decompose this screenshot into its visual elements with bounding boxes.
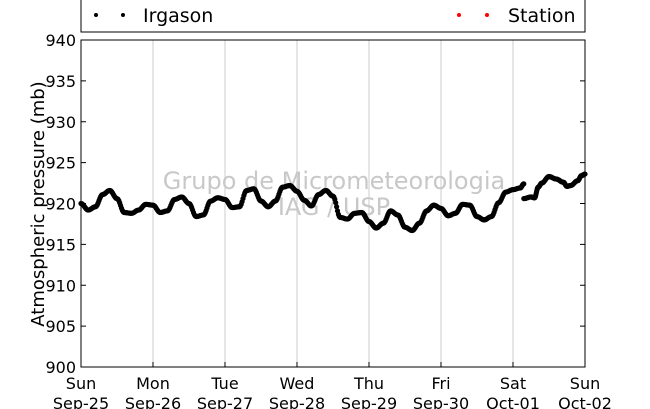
x-tick-day-label: Sun (66, 374, 96, 393)
y-tick-label: 930 (45, 113, 76, 132)
data-point (521, 181, 527, 187)
x-tick-day-label: Thu (353, 374, 384, 393)
y-tick-label: 900 (45, 358, 76, 377)
x-tick-date-label: Sep-26 (125, 394, 181, 409)
legend-station-marker (457, 13, 461, 17)
y-tick-label: 920 (45, 195, 76, 214)
watermark: Grupo de Micrometeorologia IAG / USP (163, 167, 505, 221)
x-tick-day-label: Wed (280, 374, 315, 393)
x-axis: SunSep-25MonSep-26TueSep-27WedSep-28ThuS… (53, 362, 612, 409)
x-tick-date-label: Oct-01 (486, 394, 540, 409)
legend: Irgason Station (80, 0, 586, 33)
x-tick-day-label: Tue (210, 374, 238, 393)
legend-station-marker (485, 13, 489, 17)
x-tick-date-label: Sep-25 (53, 394, 109, 409)
x-tick-day-label: Sat (500, 374, 526, 393)
y-axis-title: Atmospheric pressure (mb) (28, 81, 49, 326)
x-tick-date-label: Sep-30 (413, 394, 469, 409)
x-tick-day-label: Mon (136, 374, 170, 393)
x-tick-date-label: Sep-28 (269, 394, 325, 409)
watermark-line-1: Grupo de Micrometeorologia (163, 167, 505, 195)
legend-irgason-label: Irgason (143, 5, 213, 27)
x-tick-date-label: Sep-29 (341, 394, 397, 409)
y-tick-label: 935 (45, 72, 76, 91)
y-tick-label: 925 (45, 154, 76, 173)
y-tick-label: 940 (45, 31, 76, 50)
x-tick-day-label: Fri (431, 374, 450, 393)
legend-irgason-marker (121, 13, 125, 17)
x-tick-date-label: Oct-02 (558, 394, 612, 409)
x-tick-day-label: Sun (570, 374, 600, 393)
series-irgason (78, 171, 588, 234)
legend-frame (80, 0, 586, 33)
x-tick-date-label: Sep-27 (197, 394, 253, 409)
y-tick-label: 910 (45, 276, 76, 295)
legend-station-label: Station (508, 5, 576, 27)
y-tick-label: 915 (45, 235, 76, 254)
data-point (334, 204, 340, 210)
legend-irgason-marker (94, 13, 98, 17)
y-tick-label: 905 (45, 317, 76, 336)
y-axis: 900 905 910 915 920 925 930 935 940 (45, 31, 585, 377)
data-point (333, 200, 339, 206)
